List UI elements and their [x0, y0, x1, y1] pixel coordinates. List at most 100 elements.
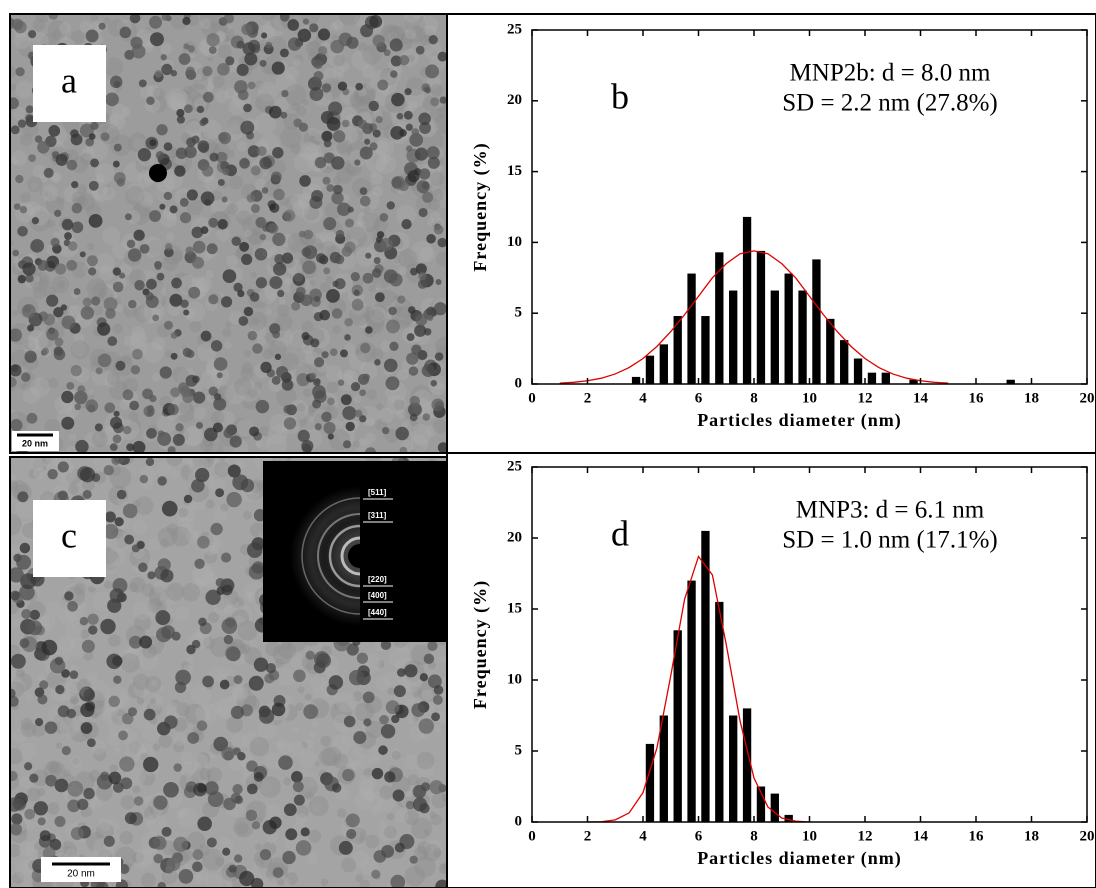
nanoparticle: [112, 281, 124, 293]
nanoparticle: [108, 771, 122, 785]
nanoparticle: [153, 795, 168, 810]
nanoparticle: [195, 421, 203, 429]
nanoparticle: [197, 535, 210, 549]
texture: [58, 22, 72, 35]
texture: [234, 605, 253, 625]
texture: [352, 691, 363, 702]
texture: [16, 498, 36, 519]
texture: [59, 716, 80, 738]
texture: [103, 17, 111, 25]
nanoparticle: [157, 430, 165, 437]
image-frame: [9, 456, 448, 888]
nanoparticle: [175, 147, 188, 160]
x-tick-label: 20: [1080, 828, 1095, 844]
texture: [104, 374, 118, 388]
nanoparticle: [340, 394, 352, 406]
nanoparticle: [242, 42, 256, 56]
nanoparticle: [281, 252, 294, 264]
nanoparticle: [251, 821, 261, 830]
nanoparticle: [26, 412, 38, 424]
texture: [264, 285, 279, 301]
nanoparticle: [389, 341, 399, 351]
texture: [180, 523, 192, 535]
texture: [258, 286, 277, 304]
nanoparticle: [134, 280, 145, 291]
nanoparticle: [10, 567, 24, 583]
texture: [247, 591, 256, 601]
texture: [290, 193, 306, 210]
nanoparticle: [282, 850, 296, 865]
texture: [32, 769, 49, 787]
texture: [143, 806, 158, 821]
nanoparticle: [100, 132, 110, 142]
texture: [76, 601, 87, 611]
nanoparticle: [403, 110, 413, 120]
nanoparticle: [149, 15, 163, 29]
nanoparticle: [248, 675, 264, 691]
texture: [312, 803, 322, 813]
texture: [326, 405, 334, 413]
texture: [398, 266, 408, 276]
nanoparticle: [326, 288, 340, 303]
nanoparticle: [74, 403, 81, 411]
texture: [250, 271, 257, 279]
texture: [431, 792, 447, 809]
texture: [236, 210, 252, 226]
nanoparticle: [187, 732, 200, 744]
texture: [226, 150, 235, 159]
texture: [218, 410, 235, 427]
nanoparticle: [385, 700, 400, 714]
nanoparticle: [113, 410, 120, 417]
nanoparticle: [88, 180, 99, 191]
bar: [853, 358, 863, 384]
nanoparticle: [269, 816, 282, 829]
texture: [308, 176, 324, 193]
texture: [215, 89, 229, 104]
nanoparticle: [61, 315, 76, 330]
nanoparticle: [28, 154, 36, 163]
nanoparticle: [371, 869, 381, 879]
nanoparticle: [277, 289, 285, 298]
texture: [133, 680, 151, 698]
nanoparticle: [346, 36, 359, 49]
texture: [190, 683, 212, 705]
nanoparticle: [405, 123, 413, 131]
texture: [156, 414, 176, 434]
texture: [10, 479, 19, 491]
texture: [434, 725, 442, 733]
texture: [147, 84, 161, 99]
texture: [120, 795, 135, 810]
nanoparticle: [105, 308, 116, 319]
nanoparticle: [186, 644, 196, 655]
texture: [94, 253, 115, 274]
nanoparticle: [419, 673, 428, 682]
nanoparticle: [139, 243, 150, 254]
texture: [12, 106, 26, 120]
nanoparticle: [21, 608, 32, 620]
texture: [84, 431, 100, 447]
nanoparticle: [365, 252, 372, 259]
nanoparticle: [293, 669, 306, 683]
texture: [57, 841, 77, 861]
nanoparticle: [317, 28, 331, 41]
nanoparticle: [356, 652, 369, 664]
texture: [441, 863, 447, 870]
texture: [72, 197, 81, 205]
texture: [373, 791, 386, 803]
texture: [37, 276, 49, 288]
texture: [358, 774, 376, 793]
texture: [19, 841, 35, 857]
nanoparticle: [401, 219, 412, 230]
nanoparticle: [222, 269, 237, 283]
texture: [165, 88, 188, 111]
nanoparticle: [395, 426, 409, 441]
texture: [320, 735, 332, 747]
nanoparticle: [233, 675, 243, 685]
nanoparticle: [103, 464, 115, 476]
nanoparticle: [42, 846, 56, 860]
nanoparticle: [113, 143, 122, 152]
y-tick-label: 5: [515, 305, 523, 321]
x-axis-label: Particles diameter (nm): [697, 410, 902, 431]
texture: [423, 843, 441, 862]
